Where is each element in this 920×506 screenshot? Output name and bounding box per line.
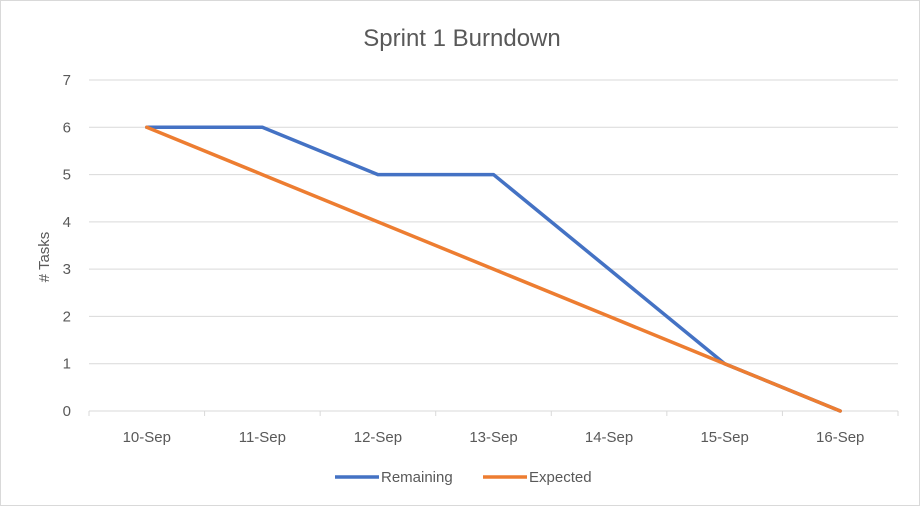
gridlines <box>89 79 898 365</box>
x-tick-label: 14-Sep <box>585 429 633 446</box>
y-tick-labels: 0 1 2 3 4 5 6 7 <box>63 72 71 420</box>
x-tick-label: 11-Sep <box>239 429 286 446</box>
x-tick-label: 15-Sep <box>700 429 748 446</box>
y-tick-label: 5 <box>63 167 71 184</box>
x-tick-labels: 10-Sep 11-Sep 12-Sep 13-Sep 14-Sep 15-Sep 16-S… <box>123 429 865 446</box>
x-axis <box>88 410 899 416</box>
legend: Remaining Expected <box>335 469 592 486</box>
legend-label-remaining: Remaining <box>381 469 453 486</box>
y-tick-label: 2 <box>63 308 71 325</box>
x-tick-label: 12-Sep <box>354 429 402 446</box>
y-tick-label: 1 <box>63 356 71 373</box>
chart-title: Sprint 1 Burndown <box>363 25 560 52</box>
legend-label-expected: Expected <box>529 469 592 486</box>
y-axis-title: # Tasks <box>36 232 53 283</box>
y-tick-label: 7 <box>63 72 71 89</box>
y-tick-label: 0 <box>63 403 71 420</box>
y-tick-label: 4 <box>63 214 71 231</box>
y-tick-label: 6 <box>63 119 71 136</box>
series-line-expected <box>145 125 842 413</box>
x-tick-label: 10-Sep <box>123 429 171 446</box>
y-tick-label: 3 <box>63 261 71 278</box>
x-tick-label: 13-Sep <box>469 429 517 446</box>
series-lines <box>145 125 842 413</box>
x-tick-label: 16-Sep <box>816 429 864 446</box>
